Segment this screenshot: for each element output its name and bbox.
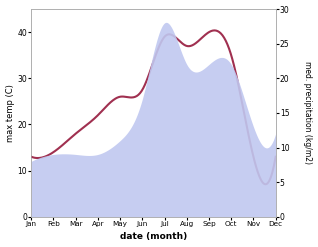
Y-axis label: med. precipitation (kg/m2): med. precipitation (kg/m2)	[303, 62, 313, 165]
X-axis label: date (month): date (month)	[120, 232, 187, 242]
Y-axis label: max temp (C): max temp (C)	[5, 84, 15, 142]
